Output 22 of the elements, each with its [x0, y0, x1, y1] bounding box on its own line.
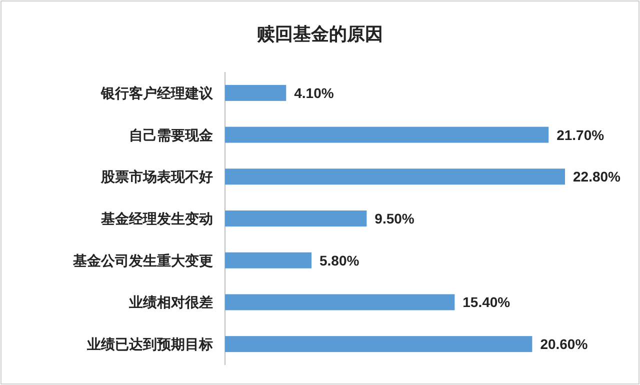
- bar: [225, 84, 286, 101]
- data-label: 5.80%: [319, 252, 360, 268]
- bar: [225, 168, 565, 185]
- bar: [225, 336, 532, 352]
- data-label: 21.70%: [556, 126, 605, 143]
- y-tick-label: 银行客户经理建议: [100, 84, 214, 101]
- bar: [225, 294, 455, 310]
- data-label: 22.80%: [573, 168, 622, 185]
- y-tick-label: 业绩已达到预期目标: [86, 336, 213, 352]
- chart-title: 赎回基金的原因: [256, 24, 383, 44]
- data-label: 20.60%: [540, 336, 588, 352]
- data-label: 15.40%: [462, 294, 511, 310]
- bar: [225, 210, 367, 226]
- y-tick-label: 基金公司发生重大变更: [72, 252, 213, 268]
- bar: [225, 126, 549, 143]
- bar: [225, 252, 312, 268]
- y-tick-label: 业绩相对很差: [128, 294, 213, 310]
- y-tick-label: 自己需要现金: [129, 126, 214, 143]
- y-tick-label: 股票市场表现不好: [100, 168, 213, 185]
- data-label: 9.50%: [374, 210, 415, 226]
- y-tick-label: 基金经理发生变动: [100, 210, 213, 226]
- data-label: 4.10%: [294, 84, 334, 101]
